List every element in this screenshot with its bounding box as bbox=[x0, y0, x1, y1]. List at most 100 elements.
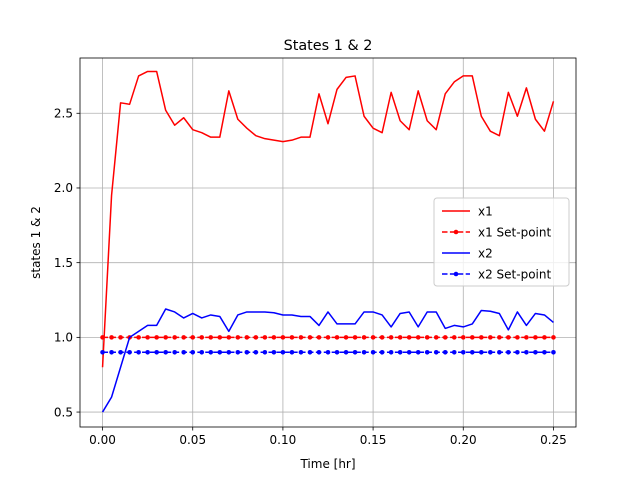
series-2-point bbox=[388, 335, 394, 340]
series-2-point bbox=[199, 335, 205, 340]
series-2-point bbox=[109, 335, 114, 340]
series-4-point bbox=[145, 350, 150, 355]
x-axis-title: Time [hr] bbox=[299, 457, 355, 471]
y-tick-label: 2.0 bbox=[54, 181, 73, 195]
series-2-point bbox=[370, 335, 376, 340]
series-4-point bbox=[488, 350, 493, 355]
series-4-point bbox=[479, 350, 484, 355]
series-2-point bbox=[307, 335, 313, 340]
series-2-point bbox=[361, 335, 367, 340]
series-4-point bbox=[506, 350, 511, 355]
y-tick-label: 2.5 bbox=[54, 106, 73, 120]
series-2-point bbox=[181, 335, 187, 340]
series-4-point bbox=[334, 350, 340, 355]
series-2-point bbox=[542, 335, 547, 340]
series-2-point bbox=[451, 335, 457, 340]
series-line-3 bbox=[101, 308, 554, 413]
series-4-point bbox=[118, 350, 123, 355]
x-tick-label: 0.10 bbox=[270, 433, 297, 447]
series-4-point bbox=[343, 350, 349, 355]
legend-marker-4 bbox=[453, 271, 459, 277]
series-4-point bbox=[298, 350, 304, 355]
x-axis-ticks: 0.00 0.05 0.10 0.15 0.20 0.25 bbox=[89, 427, 567, 447]
series-4-point bbox=[406, 350, 412, 355]
series-2-point bbox=[479, 335, 484, 340]
series-2-point bbox=[190, 335, 196, 340]
series-4-point bbox=[253, 350, 259, 355]
series-4-point bbox=[379, 350, 385, 355]
series-2-point bbox=[145, 335, 150, 340]
series-4-point bbox=[109, 350, 114, 355]
y-tick-label: 1.5 bbox=[54, 256, 73, 270]
series-line-1 bbox=[101, 70, 555, 368]
series-4-point bbox=[542, 350, 547, 355]
legend-marker-2 bbox=[453, 229, 459, 235]
series-4-point bbox=[361, 350, 367, 355]
series-2-point bbox=[460, 335, 466, 340]
series-4-point bbox=[136, 350, 141, 355]
x-tick-label: 0.25 bbox=[540, 433, 567, 447]
series-4-point bbox=[424, 350, 430, 355]
series-4-point bbox=[244, 350, 250, 355]
series-4-point bbox=[469, 350, 475, 355]
series-4-point bbox=[316, 350, 322, 355]
series-4-point bbox=[388, 350, 394, 355]
series-4-point bbox=[208, 350, 214, 355]
x-tick-label: 0.15 bbox=[360, 433, 387, 447]
series-2-point bbox=[488, 335, 493, 340]
series-4-point bbox=[460, 350, 466, 355]
plot-frame bbox=[79, 57, 577, 428]
x-tick-label: 0.05 bbox=[179, 433, 206, 447]
series-4-point bbox=[307, 350, 313, 355]
series-4-point bbox=[533, 350, 538, 355]
series-2-point bbox=[271, 335, 277, 340]
series-2-point bbox=[352, 335, 358, 340]
series-4-point bbox=[172, 350, 177, 355]
series-2-point bbox=[506, 335, 511, 340]
series-4-point bbox=[262, 350, 268, 355]
series-4-point bbox=[226, 350, 232, 355]
series-2-point bbox=[379, 335, 385, 340]
series-2-point bbox=[289, 335, 295, 340]
series-4-point bbox=[451, 350, 457, 355]
series-4-point bbox=[551, 350, 556, 355]
series-2-point bbox=[334, 335, 340, 340]
series-4-point bbox=[163, 350, 168, 355]
series-layer bbox=[100, 70, 556, 413]
series-2-point bbox=[497, 335, 502, 340]
series-2-point bbox=[524, 335, 529, 340]
series-4-point bbox=[199, 350, 205, 355]
series-2-point bbox=[253, 335, 259, 340]
y-tick-label: 1.0 bbox=[54, 331, 73, 345]
series-2-point bbox=[433, 335, 439, 340]
series-2-point bbox=[298, 335, 304, 340]
series-2-point bbox=[262, 335, 268, 340]
y-axis-ticks: 0.5 1.0 1.5 2.0 2.5 bbox=[54, 106, 80, 419]
series-4-point bbox=[190, 350, 196, 355]
series-4-point bbox=[497, 350, 502, 355]
x-tick-label: 0.20 bbox=[450, 433, 477, 447]
series-4-point bbox=[524, 350, 529, 355]
y-tick-label: 0.5 bbox=[54, 405, 73, 419]
series-2-point bbox=[235, 335, 241, 340]
legend-label-2: x1 Set-point bbox=[478, 225, 551, 239]
series-4-point bbox=[289, 350, 295, 355]
series-4-point bbox=[442, 350, 448, 355]
series-4-point bbox=[515, 350, 520, 355]
series-4-point bbox=[280, 350, 286, 355]
series-2-point bbox=[515, 335, 520, 340]
legend-label-3: x2 bbox=[478, 246, 493, 260]
series-2-point bbox=[208, 335, 214, 340]
series-2-point bbox=[424, 335, 430, 340]
series-4-point bbox=[352, 350, 358, 355]
series-4-point bbox=[154, 350, 159, 355]
legend-label-4: x2 Set-point bbox=[478, 267, 551, 281]
series-2-point bbox=[154, 335, 159, 340]
legend-label-1: x1 bbox=[478, 204, 493, 218]
series-4-point bbox=[433, 350, 439, 355]
x-tick-label: 0.00 bbox=[89, 433, 116, 447]
series-2-point bbox=[316, 335, 322, 340]
series-4-point bbox=[370, 350, 376, 355]
series-2-point bbox=[325, 335, 331, 340]
